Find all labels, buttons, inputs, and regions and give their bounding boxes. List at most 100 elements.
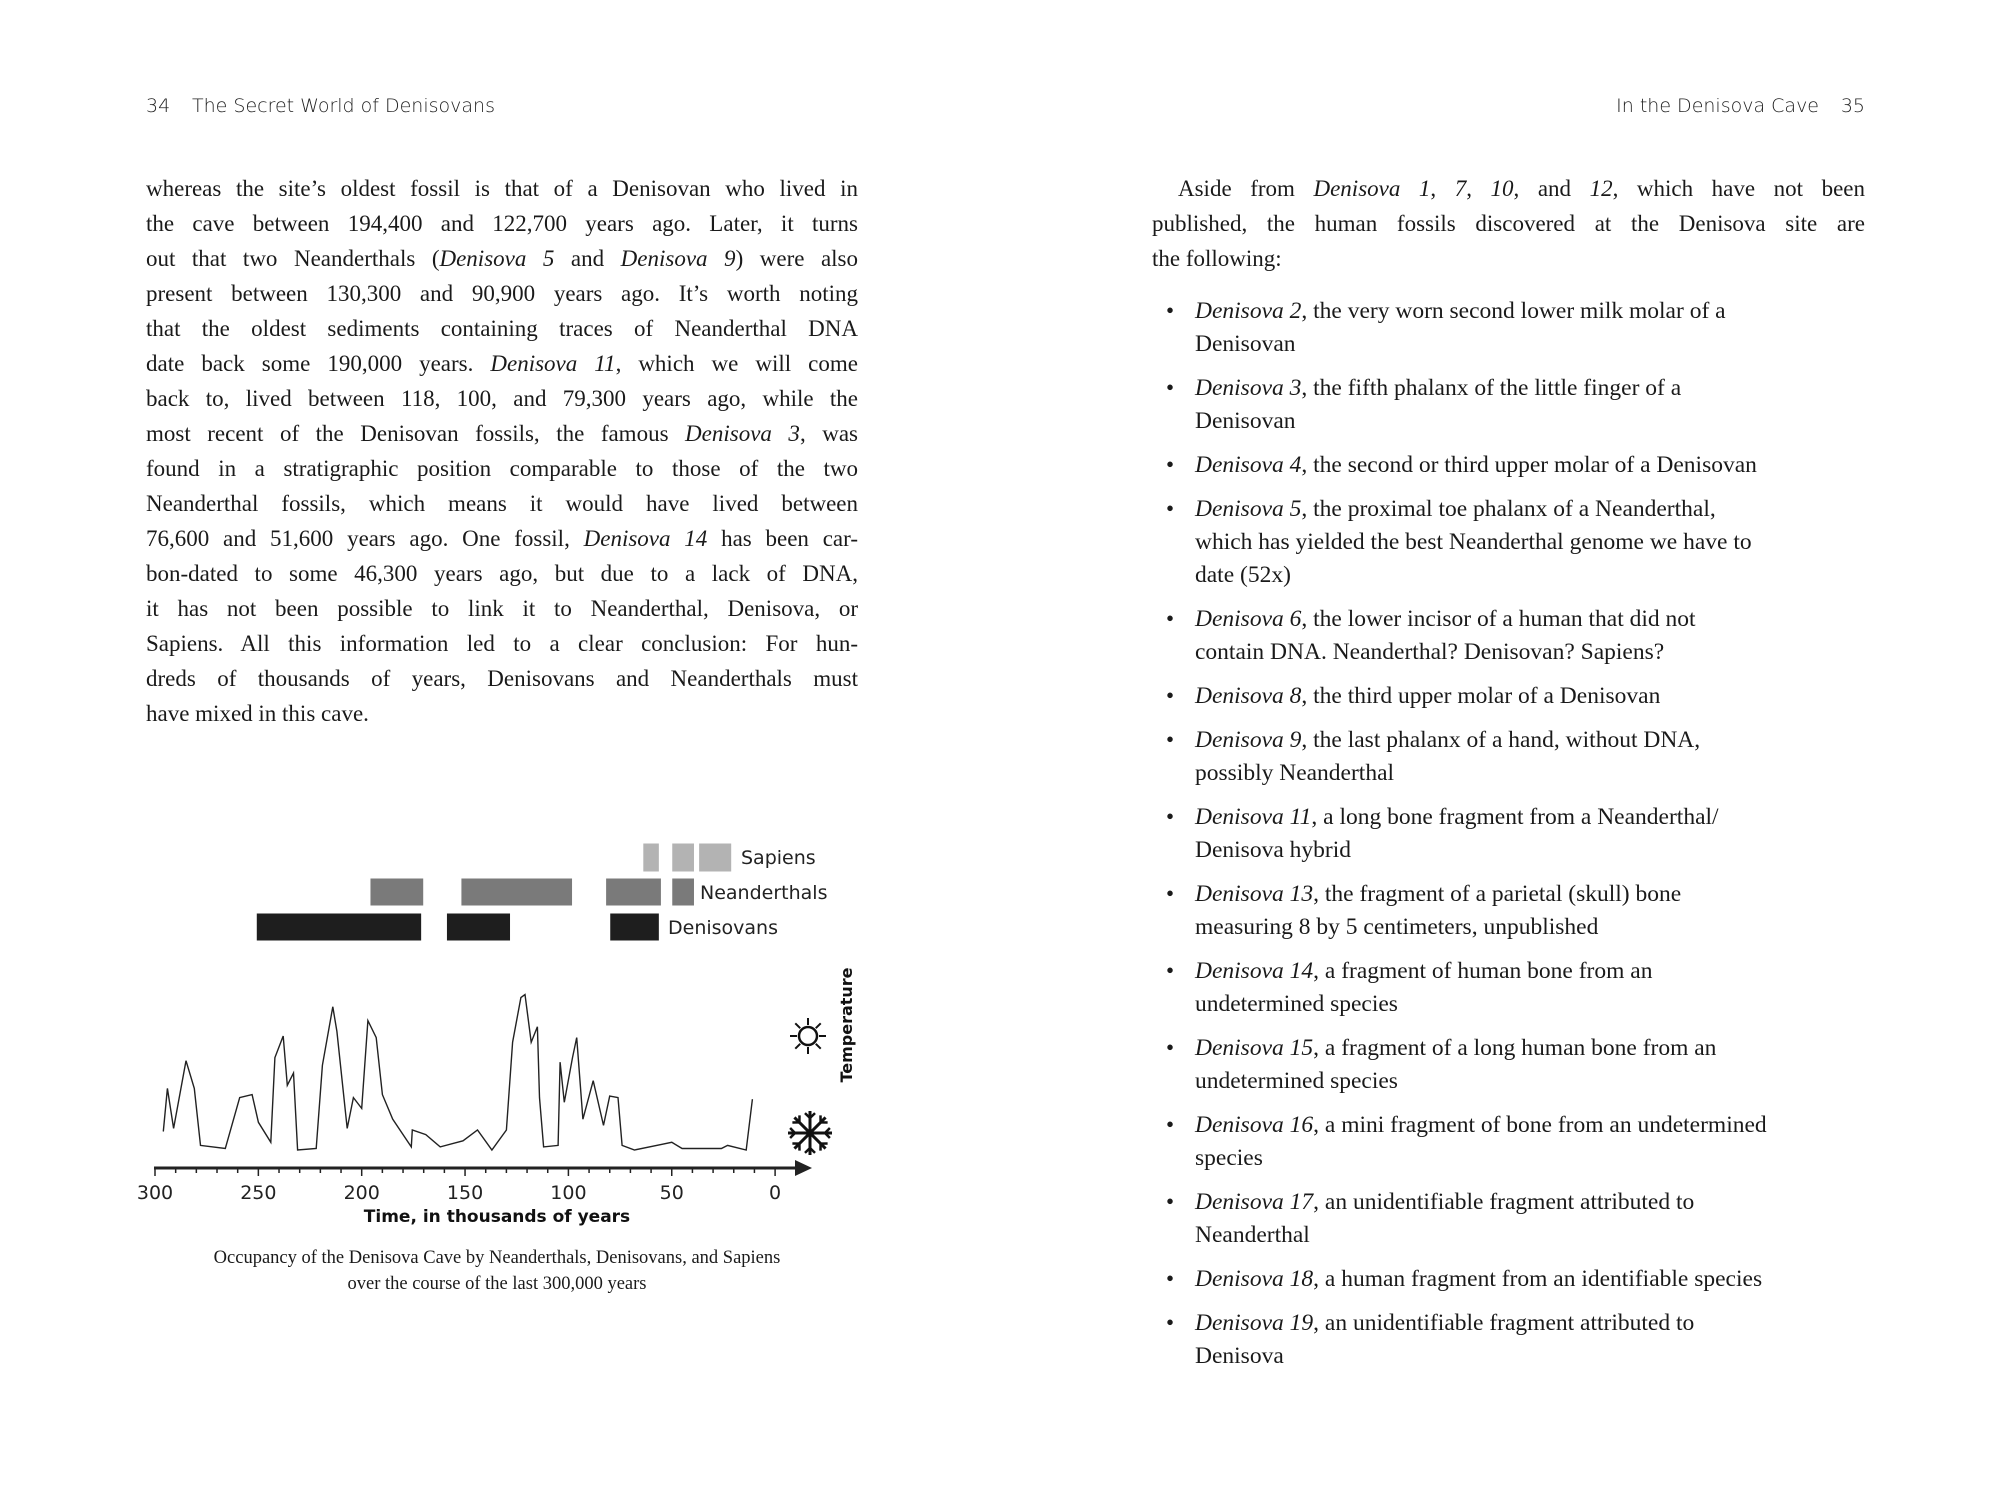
specimen-description: which has yielded the best Neanderthal g…	[1195, 529, 1752, 555]
bullet-icon: •	[1166, 452, 1175, 477]
specimen-description: date (52x)	[1195, 562, 1291, 588]
italic-specimen-name: Denisova 1	[1313, 176, 1431, 201]
specimen-description: , the fragment of a parietal (skull) bon…	[1313, 881, 1682, 907]
temperature-curve	[162, 993, 754, 1152]
list-item-line: Denisova 5, the proximal toe phalanx of …	[1195, 496, 1716, 523]
specimen-description: , the third upper molar of a Denisovan	[1301, 683, 1661, 709]
list-item-line: Denisova 15, a fragment of a long human …	[1195, 1035, 1716, 1062]
legend-label-denisovans: Denisovans	[668, 917, 778, 939]
snowflake-icon	[788, 1111, 832, 1155]
text-segment: back to, lived between 118, 100, and 79,…	[146, 386, 858, 411]
text-segment: , which we will come	[615, 351, 858, 376]
tick-label: 250	[240, 1182, 276, 1204]
left-running-head: The Secret World of Denisovans	[192, 95, 495, 117]
text-line: it has not been possible to link it to N…	[146, 596, 858, 622]
list-item-line: possibly Neanderthal	[1195, 760, 1394, 787]
bullet-icon: •	[1166, 727, 1175, 752]
text-line: Neanderthal fossils, which means it woul…	[146, 491, 858, 517]
specimen-description: species	[1195, 1145, 1263, 1171]
list-item-line: contain DNA. Neanderthal? Denisovan? Sap…	[1195, 639, 1664, 666]
list-item-line: Denisova 13, the fragment of a parietal …	[1195, 881, 1681, 908]
text-segment: , and	[1513, 176, 1590, 201]
text-segment: most recent of the Denisovan fossils, th…	[146, 421, 686, 446]
specimen-description: , an unidentifiable fragment attributed …	[1313, 1310, 1695, 1336]
list-item-line: Denisova 9, the last phalanx of a hand, …	[1195, 727, 1700, 754]
specimen-name: Denisova 11	[1195, 804, 1312, 830]
specimen-description: Denisovan	[1195, 331, 1296, 357]
italic-specimen-name: Denisova 3	[685, 421, 800, 446]
italic-specimen-name: 12	[1589, 176, 1613, 201]
legend-label-sapiens: Sapiens	[741, 847, 816, 869]
list-item-line: Denisova 4, the second or third upper mo…	[1195, 452, 1757, 479]
list-item-line: Denisovan	[1195, 408, 1296, 435]
bullet-icon: •	[1166, 496, 1175, 521]
axis-arrow-icon	[795, 1160, 812, 1176]
bullet-icon: •	[1166, 606, 1175, 631]
list-item-line: Denisovan	[1195, 331, 1296, 358]
left-page-number: 34	[146, 95, 171, 117]
right-page-number: 35	[1840, 95, 1865, 117]
text-segment: Sapiens. All this information led to a c…	[146, 631, 858, 656]
italic-specimen-name: 10	[1490, 176, 1514, 201]
occupancy-bar-sapiens	[642, 842, 660, 873]
text-segment: ,	[1430, 176, 1455, 201]
list-item-line: Denisova 2, the very worn second lower m…	[1195, 298, 1726, 325]
italic-specimen-name: Denisova 11	[490, 351, 616, 376]
specimen-description: , a fragment of a long human bone from a…	[1313, 1035, 1717, 1061]
occupancy-bar-denisovans	[609, 912, 660, 942]
specimen-description: undetermined species	[1195, 991, 1398, 1017]
specimen-description: , a long bone fragment from a Neandertha…	[1311, 804, 1719, 830]
specimen-description: measuring 8 by 5 centimeters, unpublishe…	[1195, 914, 1599, 940]
text-segment: has been car-	[707, 526, 858, 551]
occupancy-bar-sapiens	[698, 842, 733, 873]
specimen-description: , the lower incisor of a human that did …	[1301, 606, 1696, 632]
text-line: present between 130,300 and 90,900 years…	[146, 281, 858, 307]
bullet-icon: •	[1166, 958, 1175, 983]
list-item-line: Neanderthal	[1195, 1222, 1310, 1249]
list-item-line: Denisova 17, an unidentifiable fragment …	[1195, 1189, 1694, 1216]
text-line: that the oldest sediments containing tra…	[146, 316, 858, 342]
specimen-name: Denisova 3	[1195, 375, 1302, 401]
specimen-description: undetermined species	[1195, 1068, 1398, 1094]
specimen-name: Denisova 4	[1195, 452, 1302, 478]
text-segment: the cave between 194,400 and 122,700 yea…	[146, 211, 858, 236]
text-segment: dreds of thousands of years, Denisovans …	[146, 666, 858, 691]
bullet-icon: •	[1166, 1310, 1175, 1335]
text-segment: present between 130,300 and 90,900 years…	[146, 281, 858, 306]
text-line: the following:	[1152, 246, 1865, 272]
tick-label: 200	[344, 1182, 380, 1204]
list-item-line: Denisova hybrid	[1195, 837, 1351, 864]
text-segment: 76,600 and 51,600 years ago. One fossil,	[146, 526, 584, 551]
legend-label-neanderthals: Neanderthals	[700, 882, 827, 904]
text-line: date back some 190,000 years. Denisova 1…	[146, 351, 858, 377]
text-segment: ) were also	[735, 246, 859, 271]
text-segment: bon-dated to some 46,300 years ago, but …	[146, 561, 858, 586]
temperature-label: Temperature	[837, 967, 856, 1082]
text-segment: Aside from	[1178, 176, 1314, 201]
text-line: dreds of thousands of years, Denisovans …	[146, 666, 858, 692]
specimen-description: , the fifth phalanx of the little finger…	[1301, 375, 1682, 401]
italic-specimen-name: 7	[1454, 176, 1467, 201]
right-running-head: In the Denisova Cave	[1616, 95, 1819, 117]
text-line: found in a stratigraphic position compar…	[146, 456, 858, 482]
text-line: most recent of the Denisovan fossils, th…	[146, 421, 858, 447]
occupancy-bar-neanderthals	[605, 877, 662, 907]
specimen-description: Neanderthal	[1195, 1222, 1310, 1248]
text-line: out that two Neanderthals (Denisova 5 an…	[146, 246, 858, 272]
figure-caption-line-2: over the course of the last 300,000 year…	[347, 1274, 647, 1294]
text-line: the cave between 194,400 and 122,700 yea…	[146, 211, 858, 237]
occupancy-bar-neanderthals	[671, 877, 695, 907]
bullet-icon: •	[1166, 683, 1175, 708]
text-segment: date back some 190,000 years.	[146, 351, 491, 376]
occupancy-figure: Sapiens Neanderthals Denisovans 300 250 200 15…	[137, 842, 856, 1227]
list-item-line: undetermined species	[1195, 991, 1398, 1018]
italic-specimen-name: Denisova 5	[439, 246, 555, 271]
specimen-description: , the proximal toe phalanx of a Neandert…	[1301, 496, 1716, 522]
list-item-line: Denisova	[1195, 1343, 1284, 1370]
text-line: have mixed in this cave.	[146, 701, 858, 727]
x-axis-title: Time, in thousands of years	[364, 1207, 630, 1227]
text-line: Sapiens. All this information led to a c…	[146, 631, 858, 657]
text-segment: ,	[1466, 176, 1491, 201]
specimen-name: Denisova 16	[1195, 1112, 1314, 1138]
specimen-name: Denisova 2	[1195, 298, 1302, 324]
